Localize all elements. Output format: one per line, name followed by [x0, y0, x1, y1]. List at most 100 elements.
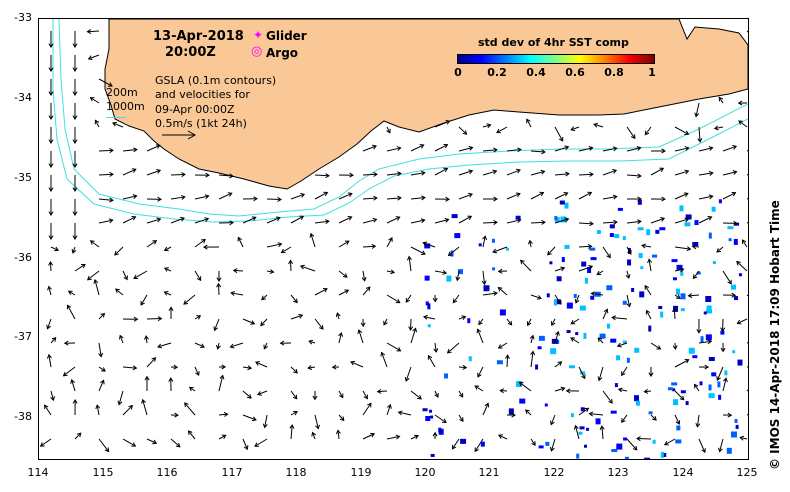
gsla-line-4: 0.5m/s (1kt 24h) [155, 117, 247, 130]
velocity-arrow [588, 411, 604, 417]
velocity-arrow [194, 342, 205, 349]
sst-pixel [696, 271, 701, 275]
sst-pixel [711, 372, 717, 377]
sst-pixel [564, 202, 569, 209]
velocity-arrow [237, 236, 244, 248]
velocity-arrow [578, 221, 594, 227]
velocity-arrow [458, 169, 474, 176]
velocity-arrow [72, 55, 78, 72]
velocity-arrow [386, 342, 402, 352]
sst-pixel [699, 381, 703, 386]
velocity-arrow [98, 197, 114, 203]
velocity-arrow [133, 270, 148, 280]
velocity-arrow [232, 268, 244, 274]
sst-pixel [564, 244, 570, 249]
colorbar [457, 54, 655, 64]
velocity-arrow [89, 97, 100, 104]
velocity-arrow [314, 318, 324, 330]
velocity-arrow [570, 337, 580, 344]
sst-pixel [672, 277, 677, 281]
velocity-arrow [482, 123, 492, 129]
sst-pixel [734, 419, 738, 424]
velocity-arrow [117, 390, 124, 406]
sst-pixel [556, 276, 562, 282]
sst-pixel [425, 301, 429, 306]
velocity-arrow [458, 390, 464, 398]
sst-pixel [706, 305, 712, 312]
velocity-arrow [163, 267, 172, 272]
sst-pixel [561, 257, 565, 263]
lon-tick-117: 117 [221, 466, 243, 479]
velocity-arrow [93, 278, 100, 296]
velocity-arrow [146, 169, 162, 176]
velocity-arrow [338, 332, 344, 344]
sst-pixel [694, 220, 699, 226]
velocity-arrow [48, 223, 54, 240]
velocity-arrow [674, 169, 690, 176]
velocity-arrow [168, 377, 174, 392]
velocity-arrow [170, 216, 186, 224]
sst-pixel [580, 407, 585, 412]
sst-pixel [553, 299, 557, 306]
sst-pixel [667, 387, 673, 391]
velocity-arrow [674, 192, 689, 200]
sst-pixel [444, 373, 449, 379]
velocity-arrow [218, 411, 229, 417]
velocity-arrow [290, 366, 298, 374]
velocity-arrow [357, 329, 364, 344]
velocity-arrow [74, 432, 82, 440]
velocity-arrow [698, 194, 714, 200]
velocity-arrow [451, 438, 460, 450]
contour-1000m-label: 1000m [106, 100, 145, 113]
velocity-arrow [168, 306, 174, 320]
sst-pixel [673, 305, 679, 312]
velocity-arrow [146, 357, 157, 368]
velocity-arrow [118, 334, 124, 344]
sst-pixel [578, 431, 583, 435]
velocity-arrow [481, 270, 487, 286]
velocity-arrow [498, 434, 508, 440]
contour-200m-label: 200m [106, 86, 138, 99]
sst-pixel [680, 269, 684, 276]
colorbar-tick-0-6: 0.6 [565, 66, 585, 79]
lat-tick-36: -36 [14, 251, 32, 264]
sst-pixel [717, 381, 721, 388]
velocity-arrow [530, 350, 536, 368]
velocity-arrow [626, 219, 642, 225]
sst-pixel [705, 334, 712, 341]
velocity-arrow [554, 192, 569, 200]
velocity-arrow [289, 424, 295, 440]
sst-pixel [550, 348, 557, 355]
colorbar-tick-1: 1 [648, 66, 656, 79]
sst-pixel [648, 325, 652, 332]
velocity-arrow [554, 145, 570, 152]
velocity-arrow [458, 364, 468, 370]
velocity-arrow [50, 390, 56, 402]
velocity-arrow [458, 192, 473, 200]
sst-pixel [427, 303, 431, 310]
sst-pixel [425, 415, 431, 421]
sst-pixel [616, 443, 623, 450]
velocity-arrow [170, 438, 181, 448]
sst-pixel [734, 296, 739, 301]
velocity-arrow [122, 438, 137, 447]
velocity-arrow [386, 146, 402, 152]
velocity-arrow [50, 336, 57, 344]
sst-pixel [658, 305, 663, 309]
velocity-arrow [256, 390, 268, 396]
velocity-arrow [338, 172, 354, 178]
velocity-arrow [122, 316, 139, 322]
velocity-arrow [122, 168, 137, 176]
velocity-arrow [482, 235, 488, 248]
velocity-arrow [674, 217, 690, 224]
velocity-arrow [279, 340, 292, 346]
velocity-arrow [122, 147, 138, 153]
velocity-arrow [72, 223, 78, 240]
velocity-arrow [602, 146, 618, 152]
velocity-arrow [722, 220, 738, 226]
velocity-arrow [736, 260, 748, 272]
velocity-arrow [410, 218, 426, 224]
velocity-arrow [621, 366, 628, 377]
velocity-arrow [617, 387, 628, 393]
velocity-arrow [410, 246, 426, 255]
